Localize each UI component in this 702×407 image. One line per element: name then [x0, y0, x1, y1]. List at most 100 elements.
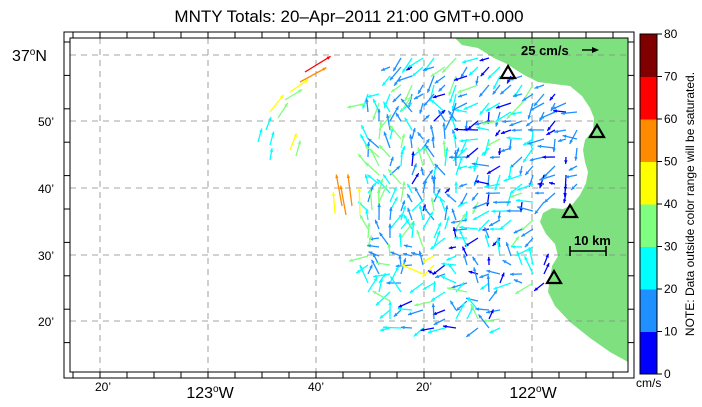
current-vector-arrow: [446, 193, 457, 203]
current-vector-arrow: [382, 325, 402, 330]
current-vector-arrow: [485, 191, 501, 196]
colorbar-segment: [640, 204, 657, 247]
current-vector-arrow: [401, 57, 413, 74]
current-vector-arrow: [257, 128, 263, 143]
current-vector-arrow: [492, 75, 501, 90]
current-vector-arrow: [488, 219, 501, 227]
current-vector-arrow: [522, 93, 534, 102]
current-vector-arrow: [524, 255, 534, 275]
current-vector-arrow: [369, 148, 380, 167]
current-vector-arrow: [444, 188, 451, 194]
current-vector-arrow: [427, 269, 435, 275]
current-vector-arrow: [495, 129, 501, 137]
current-vector-arrow: [430, 66, 446, 78]
current-vector-arrow: [488, 289, 498, 302]
current-vector-arrow: [554, 129, 567, 134]
current-vector-arrow: [444, 147, 449, 167]
current-vector-arrow: [449, 300, 457, 311]
current-vector-arrow: [473, 174, 479, 186]
lat-label-50: 50’: [38, 115, 54, 129]
current-vector-arrow: [434, 273, 446, 279]
current-vector-arrow: [451, 117, 457, 131]
current-vector-arrow: [534, 84, 545, 89]
current-vector-arrow: [400, 150, 404, 167]
current-vector-arrow: [527, 138, 545, 145]
current-vector-arrow: [348, 255, 369, 262]
current-vector-arrow: [493, 282, 512, 290]
current-vector-arrow: [372, 102, 380, 121]
current-vector-arrow: [424, 144, 435, 158]
current-vector-arrow: [565, 174, 578, 179]
current-vector-arrow: [389, 105, 400, 122]
current-vector-arrow: [492, 84, 501, 95]
current-vector-arrow: [542, 155, 556, 159]
current-vector-arrow: [455, 108, 468, 113]
current-vector-arrow: [477, 219, 490, 232]
current-vector-arrow: [519, 165, 523, 175]
current-vector-arrow: [484, 234, 490, 248]
radar-station-triangle-icon: [588, 122, 606, 139]
graticule: [70, 38, 628, 372]
lon-label-20b: 20’: [416, 380, 432, 394]
current-vector-arrow: [433, 192, 446, 203]
current-vector-arrow: [395, 112, 402, 122]
current-vector-arrow: [529, 156, 545, 162]
current-vector-arrow: [474, 180, 490, 185]
current-vector-arrow: [516, 183, 534, 191]
current-vector-arrow: [378, 277, 384, 293]
current-vector-arrow: [496, 238, 501, 257]
current-vector-arrow: [510, 272, 523, 276]
current-vector-arrow: [552, 138, 556, 153]
current-vector-arrow: [560, 111, 578, 116]
lat-label-37n: 37oN: [12, 47, 47, 65]
current-vector-arrow: [411, 220, 416, 239]
current-vector-arrow: [419, 102, 424, 114]
current-vector-arrow: [522, 147, 534, 163]
current-vector-arrow: [417, 84, 424, 95]
current-vector-arrow: [470, 303, 479, 320]
current-vector-arrow: [466, 297, 479, 311]
current-vector-arrow: [432, 280, 437, 293]
current-vector-arrow: [375, 291, 391, 306]
radar-stations: [499, 63, 606, 285]
current-vector-arrow: [393, 309, 402, 318]
current-vector-arrow: [367, 244, 380, 248]
current-vector-arrow: [455, 147, 460, 158]
current-vector-arrow: [511, 245, 523, 249]
current-vector-arrow: [463, 127, 479, 132]
current-vector-arrow: [366, 141, 371, 158]
current-vector-arrow: [551, 102, 567, 110]
current-vector-arrow: [511, 128, 523, 132]
current-vector-arrow: [382, 173, 391, 185]
colorbar-segment: [640, 76, 657, 120]
current-vector-arrow: [375, 261, 391, 266]
current-vector-arrow: [479, 57, 490, 62]
current-vector-arrow: [339, 185, 347, 216]
current-vector-arrow: [465, 327, 479, 338]
current-vector-arrow: [459, 230, 468, 248]
current-vector-arrow: [520, 219, 534, 232]
current-vector-arrow: [549, 93, 556, 101]
current-vector-arrow: [430, 291, 446, 302]
colorbar-segment: [640, 331, 657, 375]
current-vector-arrow: [537, 144, 556, 149]
current-vector-arrow: [489, 155, 501, 160]
current-vector-arrow: [506, 192, 512, 207]
colorbar-tick-label: 80: [664, 27, 678, 41]
current-vector-arrow: [295, 140, 301, 157]
current-vector-arrow: [533, 93, 545, 107]
current-vector-arrow: [404, 84, 413, 102]
current-vector-arrow: [489, 227, 501, 231]
current-vector-arrow: [367, 138, 380, 149]
current-vector-arrow: [372, 98, 380, 113]
current-vector-arrow: [468, 66, 479, 76]
current-vector-arrow: [454, 181, 458, 194]
current-vector-arrow: [479, 102, 490, 116]
current-vector-arrow: [392, 93, 402, 103]
frame-ticks: [64, 32, 634, 378]
current-vector-arrow: [387, 243, 391, 257]
current-vector-arrow: [400, 205, 406, 221]
current-vector-arrow: [422, 282, 435, 291]
current-vector-arrow: [365, 209, 369, 221]
current-vector-arrow: [468, 270, 479, 275]
